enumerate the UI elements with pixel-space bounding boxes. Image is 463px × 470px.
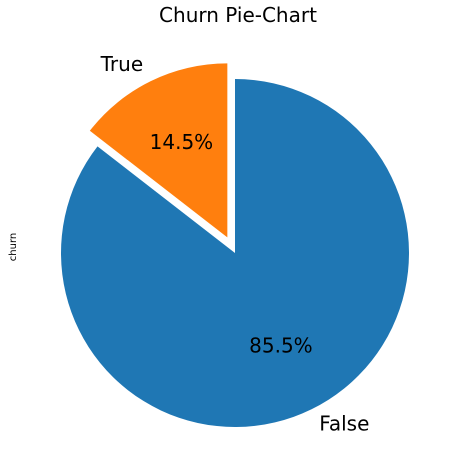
pct-label-false: 85.5% — [249, 333, 313, 357]
slice-label-false: False — [319, 411, 369, 435]
pie-slices — [60, 63, 409, 427]
pie-slice-true — [89, 63, 228, 238]
pie-slice-false — [60, 79, 409, 427]
y-axis-label: churn — [8, 233, 19, 261]
chart-title: Churn Pie-Chart — [159, 3, 317, 27]
slice-label-true: True — [100, 52, 143, 76]
pct-label-true: 14.5% — [150, 130, 214, 154]
pie-labels: False 85.5% True 14.5% — [100, 52, 370, 435]
